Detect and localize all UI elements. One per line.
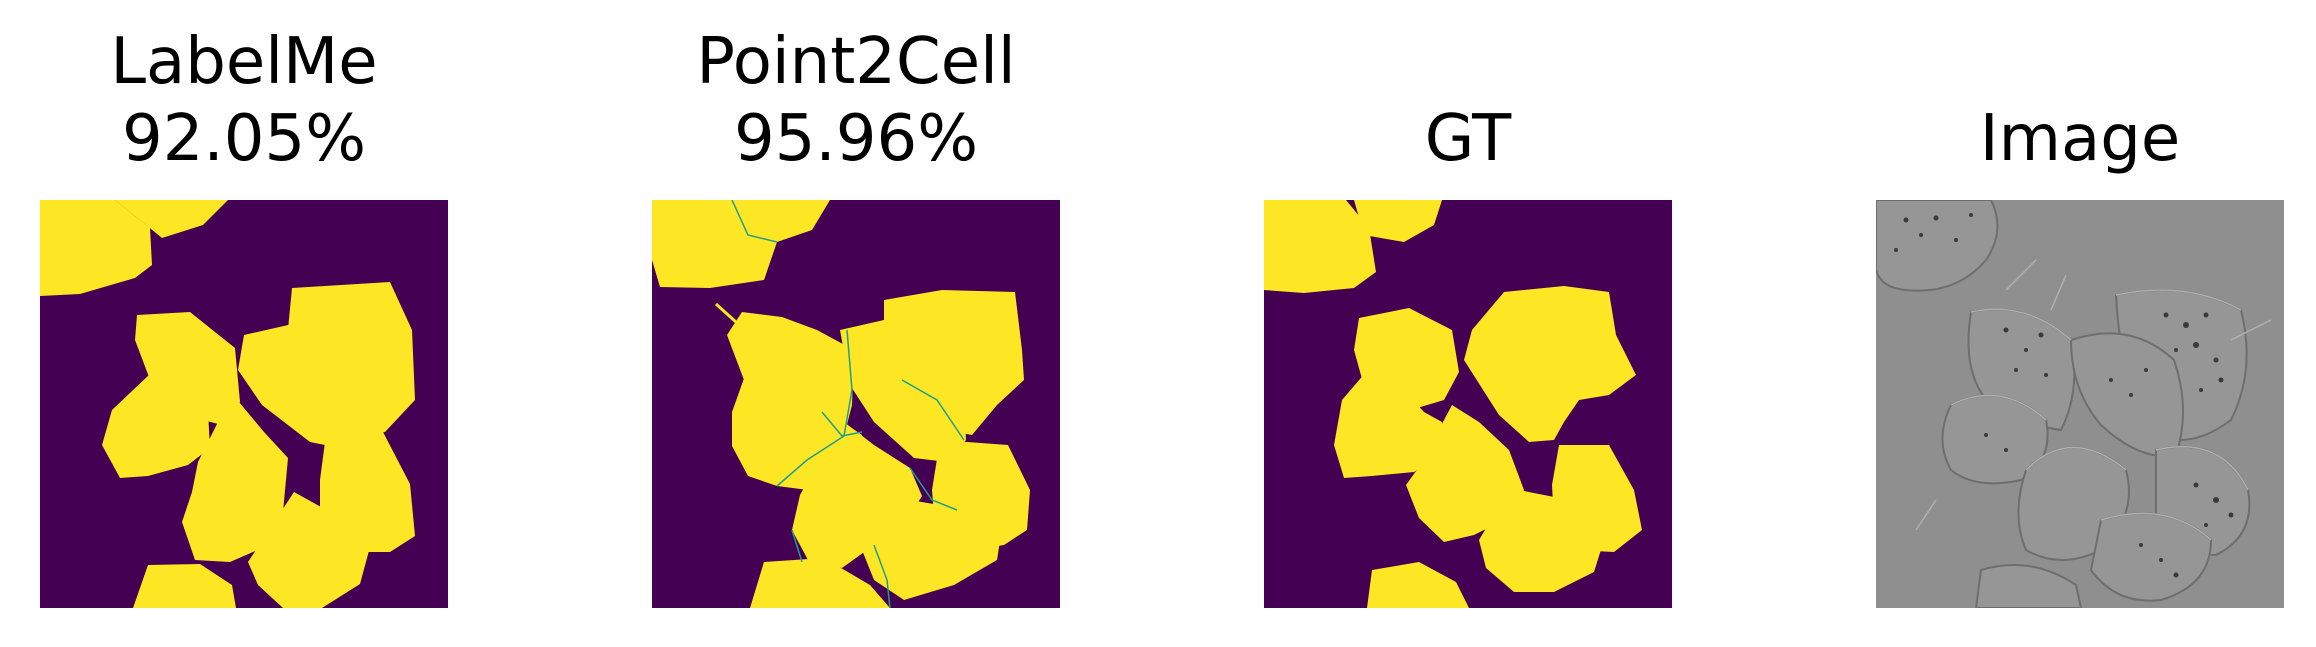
labelme-mask-image: [40, 200, 448, 608]
micrograph-image: [1876, 200, 2284, 608]
point2cell-mask-image: [652, 200, 1060, 608]
panel-label: LabelMe: [110, 25, 378, 99]
panel-label: GT: [1424, 102, 1512, 176]
panel-image: Image: [1876, 0, 2284, 647]
panel-title-labelme: LabelMe 92.05%: [40, 22, 448, 178]
panel-score: 92.05%: [121, 102, 367, 176]
panel-title-point2cell: Point2Cell 95.96%: [652, 22, 1060, 178]
gt-mask-image: [1264, 200, 1672, 608]
panel-score: 95.96%: [733, 102, 979, 176]
panel-gt: GT: [1264, 0, 1672, 647]
panel-label: Point2Cell: [696, 25, 1016, 99]
panel-title-image: Image: [1876, 22, 2284, 178]
panel-point2cell: Point2Cell 95.96%: [652, 0, 1060, 647]
panel-title-gt: GT: [1264, 22, 1672, 178]
panel-labelme: LabelMe 92.05%: [40, 0, 448, 647]
panel-label: Image: [1979, 102, 2181, 176]
